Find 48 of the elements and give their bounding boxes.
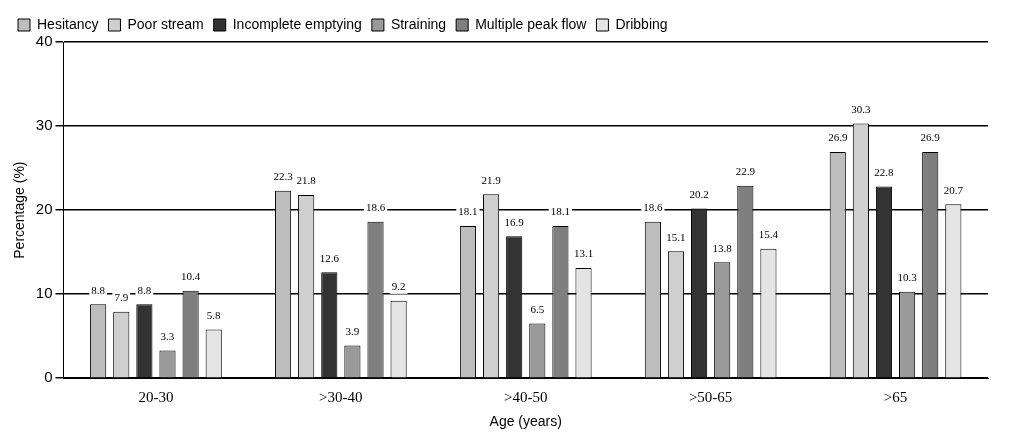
data-label: 18.1 — [458, 205, 478, 218]
x-tick-label: >30-40 — [319, 389, 363, 406]
legend-label: Dribbing — [615, 15, 668, 32]
legend-label: Incomplete emptying — [232, 15, 362, 32]
data-label: 12.6 — [319, 251, 340, 264]
y-tick-label: 10 — [35, 284, 53, 302]
x-tick-label: >50-65 — [688, 389, 733, 406]
y-tick-label: 30 — [35, 116, 53, 134]
x-axis-title: Age (years) — [489, 413, 562, 430]
data-label: 9.2 — [391, 280, 406, 293]
data-label: 16.9 — [504, 215, 525, 228]
data-label: 13.8 — [712, 241, 733, 254]
legend-label: Hesitancy — [37, 15, 99, 32]
data-label: 21.8 — [296, 174, 317, 187]
data-label: 18.6 — [365, 201, 386, 214]
data-label: 5.8 — [206, 308, 222, 321]
data-label: 15.4 — [758, 228, 779, 241]
data-label: 18.1 — [550, 205, 571, 218]
data-label: 3.9 — [345, 324, 360, 337]
legend-label: Poor stream — [127, 15, 204, 32]
data-label: 21.9 — [481, 173, 502, 186]
y-axis-title: Percentage (%) — [11, 161, 28, 259]
data-label: 3.3 — [160, 329, 175, 342]
data-label: 18.6 — [643, 201, 663, 214]
data-label: 26.9 — [828, 131, 848, 144]
data-label: 22.9 — [735, 165, 756, 178]
data-label: 10.4 — [180, 270, 201, 283]
data-label: 30.3 — [851, 102, 871, 115]
x-tick-label: >40-50 — [504, 389, 548, 406]
data-label: 8.8 — [137, 283, 152, 296]
x-tick-label: >65 — [883, 389, 908, 406]
data-label: 20.7 — [943, 183, 964, 196]
y-tick-label: 20 — [35, 200, 53, 218]
data-label: 20.2 — [689, 187, 709, 200]
data-label: 15.1 — [666, 230, 686, 243]
data-label: 6.5 — [530, 302, 545, 315]
legend-label: Multiple peak flow — [475, 15, 588, 32]
x-tick-label: 20-30 — [138, 389, 174, 406]
y-tick-label: 0 — [44, 368, 53, 386]
data-label: 26.9 — [920, 131, 941, 144]
data-label: 7.9 — [114, 291, 129, 304]
data-label: 8.8 — [91, 283, 106, 296]
legend-label: Straining — [390, 15, 447, 32]
data-label: 22.8 — [874, 165, 895, 178]
data-label: 22.3 — [273, 170, 294, 183]
data-label: 13.1 — [573, 247, 594, 260]
y-tick-label: 40 — [35, 32, 53, 50]
data-label: 10.3 — [897, 271, 918, 284]
